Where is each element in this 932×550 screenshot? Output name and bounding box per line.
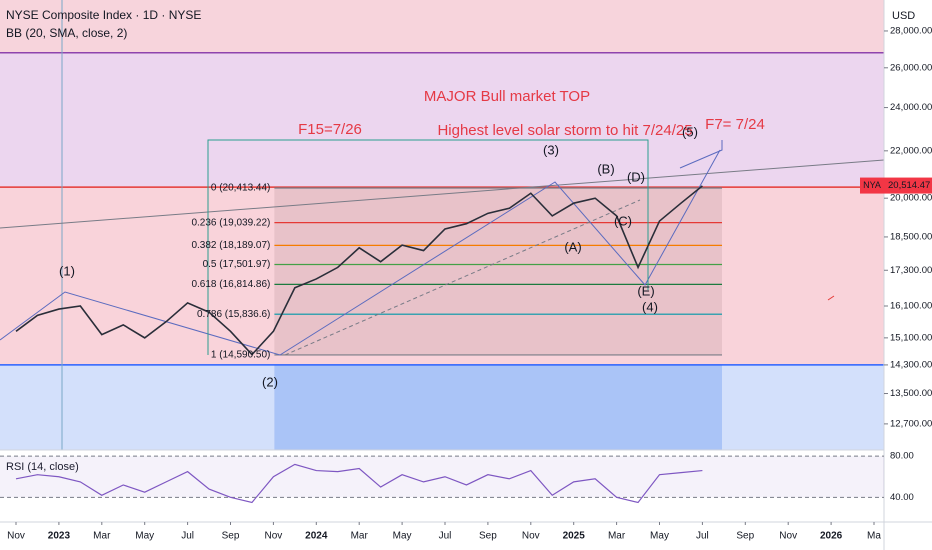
rsi-label: RSI (14, close) (6, 461, 79, 473)
fib-label: 0.382 (18,189.07) (191, 240, 270, 251)
y-tick-label: 12,700.00 (890, 418, 932, 429)
x-tick-label: Jul (696, 531, 709, 542)
f15-bracket (207, 139, 649, 355)
indicator-label: BB (20, SMA, close, 2) (6, 26, 127, 40)
fib-label: 0.786 (15,836.6) (197, 309, 270, 320)
y-tick-label: 20,000.00 (890, 193, 932, 204)
wave-label: (B) (597, 161, 614, 176)
y-tick-label: 28,000.00 (890, 25, 932, 36)
fib-box (274, 188, 722, 355)
annotation: Highest level solar storm to hit 7/24/25 (437, 122, 692, 139)
wave-label: (3) (543, 142, 559, 157)
price-axis (884, 0, 932, 550)
trend-line (0, 159, 885, 229)
chart-title: NYSE Composite Index · 1D · NYSE (6, 8, 201, 22)
fib-label: 0.618 (16,814.86) (191, 279, 270, 290)
x-tick-label: 2026 (820, 531, 843, 542)
wave-label: (4) (642, 299, 658, 314)
zone (0, 52, 884, 188)
fib-label: 1 (14,590.50) (211, 350, 271, 361)
x-tick-label: Sep (479, 531, 497, 542)
x-tick-label: 2025 (563, 531, 586, 542)
y-tick-label: 18,500.00 (890, 231, 932, 242)
y-tick-label: 14,300.00 (890, 359, 932, 370)
x-tick-label: May (393, 531, 412, 542)
x-tick-label: Nov (265, 531, 283, 542)
symbol-tag (860, 177, 884, 194)
annotation: F15=7/26 (298, 121, 362, 138)
f7-bracket (679, 140, 723, 169)
wave-label: (A) (564, 239, 581, 254)
wave-label: (C) (614, 213, 632, 228)
price-line (15, 185, 703, 356)
wave-label: (E) (637, 283, 654, 298)
y-tick-label: 24,000.00 (890, 102, 932, 113)
wave-label: (5) (682, 124, 698, 139)
annotation: F7= 7/24 (705, 116, 765, 133)
y-tick-label: 17,300.00 (890, 265, 932, 276)
fib-label: 0 (20,413.44) (211, 183, 271, 194)
y-tick-label: 26,000.00 (890, 62, 932, 73)
y-tick-label: 16,100.00 (890, 301, 932, 312)
x-tick-label: Nov (522, 531, 540, 542)
last-price: 20,514.47 (888, 180, 930, 191)
wave-label: (2) (262, 374, 278, 389)
wave-label: (1) (59, 263, 75, 278)
x-tick-label: Mar (93, 531, 111, 542)
tick (827, 295, 835, 301)
currency: USD (892, 10, 915, 22)
y-tick-label: 22,000.00 (890, 145, 932, 156)
fib-label: 0.236 (19,039.22) (191, 217, 270, 228)
price-line (15, 463, 703, 504)
fib-label: 0.5 (17,501.97) (203, 259, 271, 270)
last-price-tag (884, 177, 932, 194)
x-tick-label: 2024 (305, 531, 328, 542)
x-tick-label: Nov (7, 531, 25, 542)
x-tick-label: Nov (779, 531, 797, 542)
rsi-tick-label: 80.00 (890, 451, 914, 462)
y-tick-label: 13,500.00 (890, 388, 932, 399)
annotation: MAJOR Bull market TOP (424, 88, 590, 105)
x-tick-label: Mar (351, 531, 369, 542)
background (0, 0, 884, 522)
rsi-bg (0, 450, 884, 522)
x-tick-label: May (650, 531, 669, 542)
x-tick-label: Jul (439, 531, 452, 542)
x-tick-label: 2023 (48, 531, 71, 542)
x-tick-label: Mar (608, 531, 626, 542)
x-tick-label: Sep (736, 531, 754, 542)
dashed-trend (284, 199, 641, 356)
rsi-band (0, 456, 884, 498)
wave-label: (D) (627, 169, 645, 184)
x-tick-label: May (135, 531, 154, 542)
x-tick-label: Ma (867, 531, 881, 542)
rsi-tick-label: 40.00 (890, 492, 914, 503)
x-tick-label: Jul (181, 531, 194, 542)
plot (0, 0, 885, 450)
wave-path (0, 149, 721, 356)
symbol: NYA (863, 180, 881, 190)
target-box (274, 364, 722, 450)
zone (0, 0, 884, 53)
y-tick-label: 15,100.00 (890, 332, 932, 343)
x-tick-label: Sep (222, 531, 240, 542)
